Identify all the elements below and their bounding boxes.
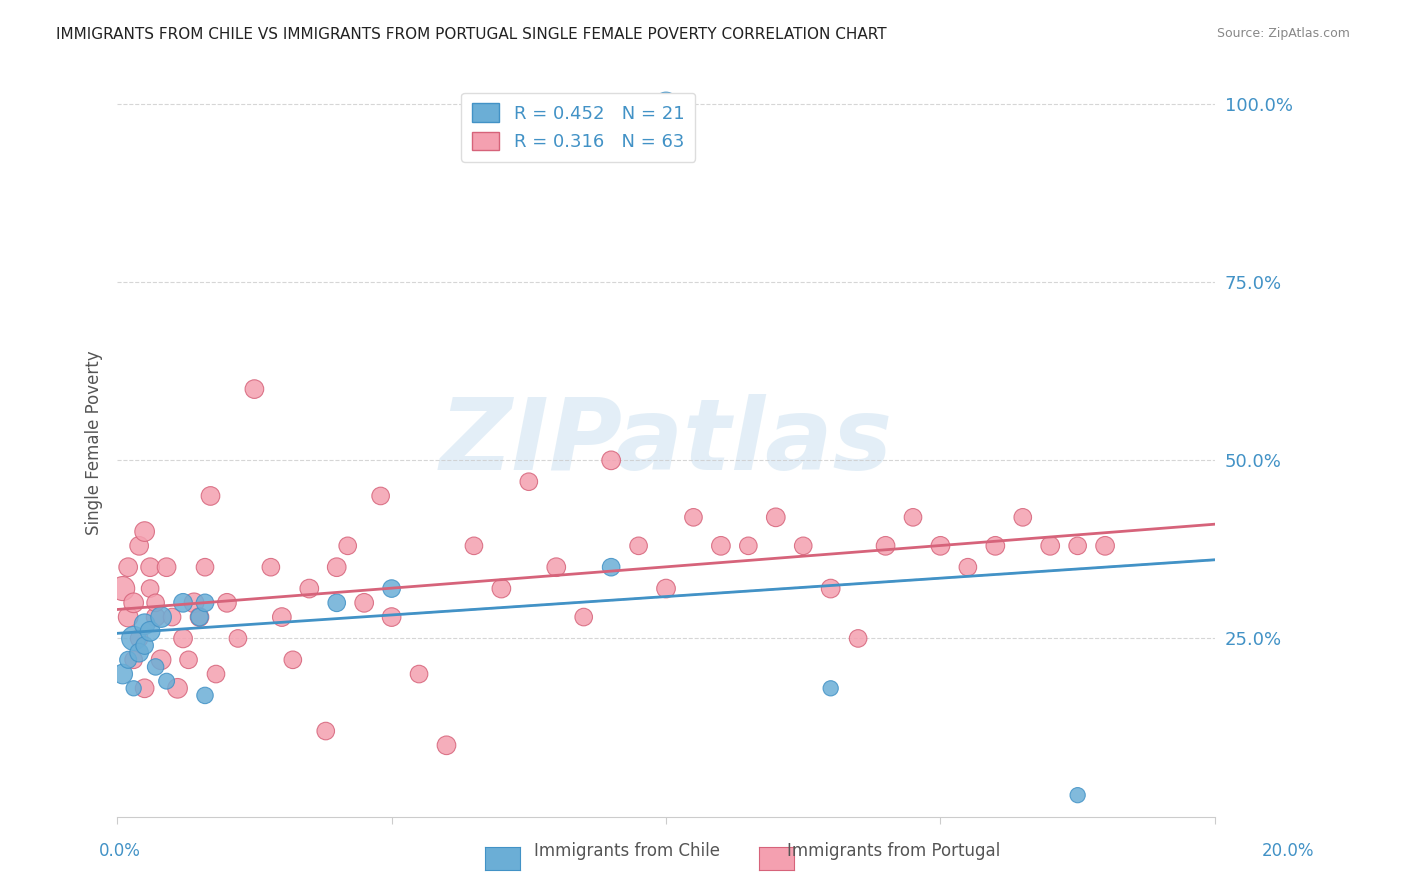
Point xyxy=(122,596,145,610)
Point xyxy=(546,560,568,574)
Point xyxy=(160,610,183,624)
Point xyxy=(172,596,194,610)
Point xyxy=(188,610,211,624)
Point xyxy=(117,610,139,624)
Point xyxy=(381,610,404,624)
Point xyxy=(150,610,173,624)
Point xyxy=(682,510,704,524)
Point xyxy=(298,582,321,596)
Point xyxy=(215,596,238,610)
Point xyxy=(325,560,347,574)
Point xyxy=(260,560,283,574)
Point xyxy=(325,596,347,610)
Point xyxy=(111,582,134,596)
Point xyxy=(491,582,513,596)
Point xyxy=(792,539,814,553)
Text: Immigrants from Portugal: Immigrants from Portugal xyxy=(787,842,1001,860)
Point xyxy=(381,582,404,596)
Point xyxy=(122,632,145,646)
Point xyxy=(600,453,623,467)
Point xyxy=(984,539,1007,553)
Point xyxy=(517,475,540,489)
Point xyxy=(194,596,217,610)
Text: 0.0%: 0.0% xyxy=(98,842,141,860)
Point xyxy=(145,660,167,674)
Point xyxy=(270,610,292,624)
Point xyxy=(710,539,733,553)
Point xyxy=(145,610,167,624)
Point xyxy=(463,539,485,553)
Point xyxy=(436,739,458,753)
Point xyxy=(226,632,249,646)
Point xyxy=(188,610,211,624)
Point xyxy=(627,539,650,553)
Point xyxy=(205,667,228,681)
Point xyxy=(134,681,156,696)
Text: 20.0%: 20.0% xyxy=(1263,842,1315,860)
Point xyxy=(194,689,217,703)
Point xyxy=(1066,539,1088,553)
Point xyxy=(1039,539,1062,553)
Point xyxy=(128,646,150,660)
Point xyxy=(128,632,150,646)
Point xyxy=(139,582,162,596)
Point xyxy=(117,653,139,667)
Point xyxy=(145,596,167,610)
Point xyxy=(737,539,759,553)
Point xyxy=(820,582,842,596)
Point xyxy=(122,653,145,667)
Point xyxy=(1011,510,1033,524)
Point xyxy=(117,560,139,574)
Point xyxy=(166,681,188,696)
Point xyxy=(243,382,266,396)
Point xyxy=(572,610,595,624)
Text: ZIPatlas: ZIPatlas xyxy=(440,394,893,491)
Point xyxy=(765,510,787,524)
Point xyxy=(139,624,162,639)
Point xyxy=(956,560,979,574)
Point xyxy=(901,510,924,524)
Y-axis label: Single Female Poverty: Single Female Poverty xyxy=(86,351,103,535)
Point xyxy=(155,674,177,689)
Point xyxy=(370,489,392,503)
Point xyxy=(820,681,842,696)
Point xyxy=(1094,539,1116,553)
Point xyxy=(336,539,359,553)
Point xyxy=(134,639,156,653)
Point xyxy=(172,632,194,646)
Point xyxy=(177,653,200,667)
Point xyxy=(281,653,304,667)
Point xyxy=(655,582,678,596)
Point xyxy=(134,524,156,539)
Point xyxy=(353,596,375,610)
Point xyxy=(134,617,156,632)
Point xyxy=(408,667,430,681)
Point xyxy=(846,632,869,646)
Text: Immigrants from Chile: Immigrants from Chile xyxy=(534,842,720,860)
Point xyxy=(875,539,897,553)
Point xyxy=(150,653,173,667)
Point xyxy=(655,97,678,112)
Point xyxy=(315,724,337,739)
Point xyxy=(600,560,623,574)
Point xyxy=(1066,788,1088,802)
Text: IMMIGRANTS FROM CHILE VS IMMIGRANTS FROM PORTUGAL SINGLE FEMALE POVERTY CORRELAT: IMMIGRANTS FROM CHILE VS IMMIGRANTS FROM… xyxy=(56,27,887,42)
Point xyxy=(200,489,222,503)
Point xyxy=(194,560,217,574)
Point xyxy=(155,560,177,574)
Point xyxy=(111,667,134,681)
Point xyxy=(139,560,162,574)
Text: Source: ZipAtlas.com: Source: ZipAtlas.com xyxy=(1216,27,1350,40)
Point xyxy=(183,596,205,610)
Point xyxy=(929,539,952,553)
Point xyxy=(128,539,150,553)
Point xyxy=(122,681,145,696)
Legend: R = 0.452   N = 21, R = 0.316   N = 63: R = 0.452 N = 21, R = 0.316 N = 63 xyxy=(461,93,695,161)
